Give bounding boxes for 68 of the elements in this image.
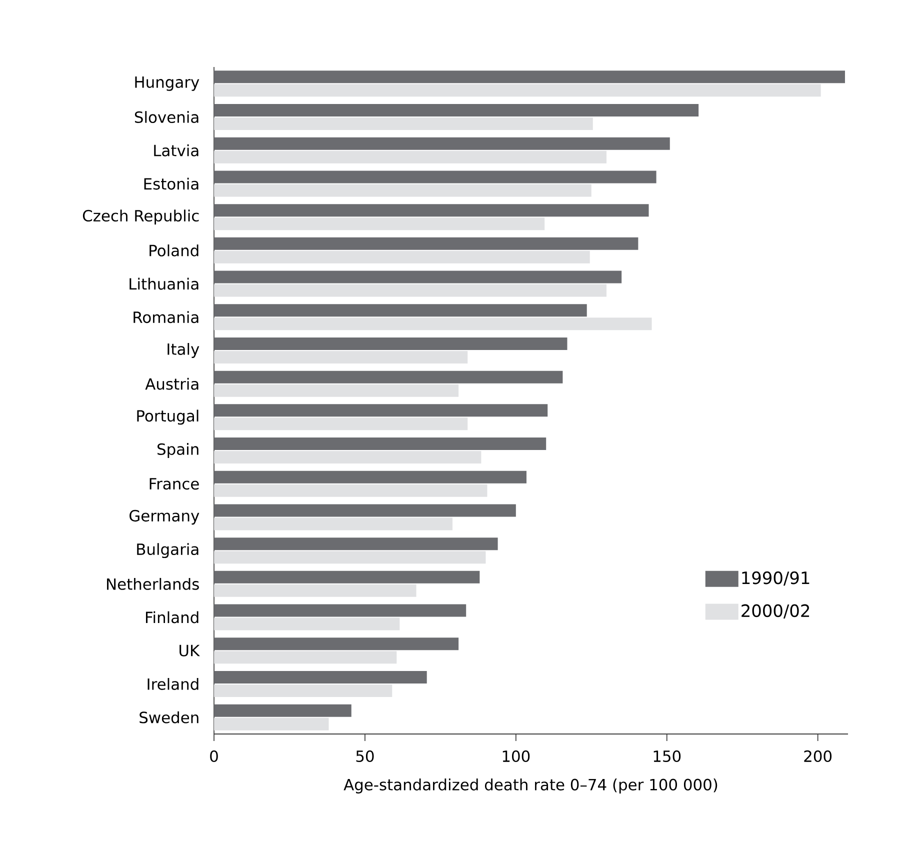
bar <box>214 370 563 384</box>
bar <box>214 638 459 650</box>
bar <box>214 470 526 484</box>
bar <box>214 570 480 584</box>
y-tick-label: UK <box>180 644 200 656</box>
bar <box>214 451 482 464</box>
y-tick-label: Finland <box>146 611 198 624</box>
bar <box>214 250 590 264</box>
bar <box>214 484 488 497</box>
bar <box>214 204 649 217</box>
bar <box>214 104 699 117</box>
y-tick-label: Estonia <box>144 178 198 190</box>
y-tick-label: Sweden <box>140 711 198 724</box>
bar <box>214 218 545 230</box>
y-tick-label: Austria <box>145 378 198 390</box>
y-tick-label: Portugal <box>137 410 198 425</box>
bar <box>214 337 568 350</box>
y-tick-label: Netherlands <box>107 578 199 590</box>
y-tick-label: Latvia <box>154 144 198 156</box>
bar <box>214 718 329 730</box>
y-tick-label: Italy <box>168 343 200 358</box>
legend-label: 2000/02 <box>742 604 810 618</box>
bar <box>214 670 427 684</box>
bar <box>214 518 453 530</box>
x-tick-label: 200 <box>804 750 832 762</box>
x-tick-label: 100 <box>502 750 530 762</box>
legend-label: 1990/91 <box>742 571 810 586</box>
bar <box>214 137 670 150</box>
x-tick-label: 50 <box>356 750 374 762</box>
bar <box>214 384 459 397</box>
bar <box>214 150 606 164</box>
bar <box>214 704 352 717</box>
bar <box>214 70 845 84</box>
bar <box>214 604 466 617</box>
bar <box>214 318 652 330</box>
bar <box>214 584 416 597</box>
x-axis-title: Age-standardized death rate 0–74 (per 100 000) <box>344 778 718 794</box>
y-tick-label: Romania <box>134 311 198 324</box>
y-tick-label: Ireland <box>148 678 198 690</box>
y-tick-label: Slovenia <box>134 111 198 123</box>
bar <box>214 184 592 197</box>
bar <box>214 551 486 564</box>
bar <box>214 350 468 364</box>
bar <box>214 284 606 297</box>
bar <box>214 618 400 630</box>
y-tick-label: Hungary <box>135 76 200 91</box>
y-tick-label: Lithuania <box>130 278 198 290</box>
bar <box>214 684 392 697</box>
y-tick-label: Poland <box>150 244 198 256</box>
bar <box>214 438 546 450</box>
bar <box>214 170 656 184</box>
x-tick-label: 0 <box>210 750 218 762</box>
bar <box>214 504 516 517</box>
bar <box>214 538 498 550</box>
bar <box>214 270 622 284</box>
bar <box>214 237 638 250</box>
y-tick-label: Germany <box>130 510 200 525</box>
bar <box>214 304 587 317</box>
y-tick-label: Bulgaria <box>137 543 198 558</box>
bar <box>214 84 821 97</box>
bar <box>214 418 468 430</box>
bar <box>214 651 397 664</box>
bar <box>214 404 548 417</box>
x-tick-label: 150 <box>654 750 681 762</box>
y-tick-label: Spain <box>158 443 198 458</box>
bar <box>214 118 593 130</box>
y-tick-label: France <box>150 478 199 490</box>
y-tick-label: Czech Republic <box>82 210 199 225</box>
